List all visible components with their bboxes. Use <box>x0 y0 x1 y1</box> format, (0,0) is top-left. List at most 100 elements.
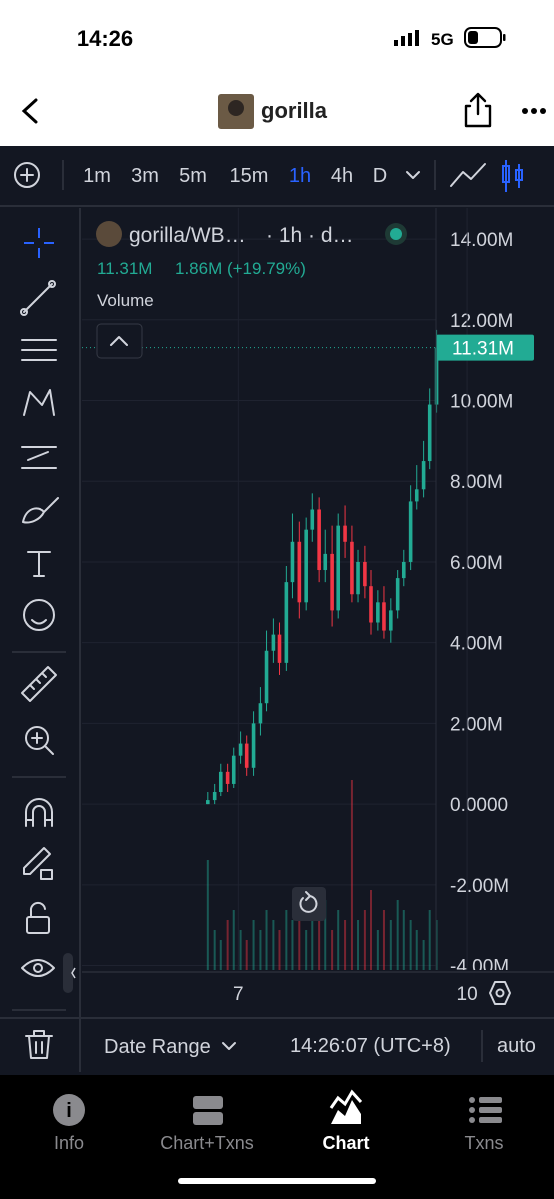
candle-body <box>427 404 432 462</box>
candle-body <box>401 561 406 579</box>
zoom-tool[interactable] <box>25 726 49 750</box>
add-indicator[interactable] <box>14 162 40 188</box>
symbol-avatar <box>96 221 122 247</box>
lock-body <box>40 869 53 880</box>
volume-bar <box>265 910 268 970</box>
home-indicator <box>178 1178 376 1184</box>
candle-body <box>414 489 419 502</box>
chevron-down <box>222 1042 236 1050</box>
info-glyph: i <box>66 1100 72 1122</box>
crosshair-tool[interactable] <box>24 228 54 258</box>
battery-icon <box>464 27 506 48</box>
projection-tool[interactable] <box>21 446 57 469</box>
chevron <box>71 967 76 979</box>
y-tick-label: -2.00M <box>450 876 509 897</box>
interval-option[interactable]: 1h <box>289 165 311 187</box>
candle-body <box>350 541 354 595</box>
volume-bar <box>219 940 222 970</box>
candle-chart-type[interactable] <box>502 160 523 192</box>
fib-tool[interactable] <box>21 339 57 361</box>
plot-area: 14.00M 12.00M 10.00M 8.00M 6.00M 4.00M 2.00M 0.… <box>82 208 513 970</box>
magnet-tool[interactable] <box>25 798 53 827</box>
collapse-legend[interactable] <box>96 323 143 359</box>
candle-body <box>264 650 269 704</box>
reset-chart[interactable] <box>292 887 326 921</box>
chart-icon-line <box>329 1089 363 1109</box>
volume-bar <box>422 940 425 970</box>
candle-body <box>434 347 439 405</box>
lock-drawings[interactable] <box>23 847 51 875</box>
token-title: gorilla <box>261 98 328 123</box>
legend-symbol[interactable]: gorilla/WB… <box>129 224 246 247</box>
candle-body <box>212 792 217 801</box>
volume-bar <box>278 930 281 970</box>
candle-body <box>363 561 367 587</box>
interval-option[interactable]: 3m <box>131 165 159 187</box>
candle-body <box>408 501 413 562</box>
delete-tool[interactable] <box>25 1030 53 1059</box>
ruler-tool[interactable] <box>21 666 57 702</box>
volume-bar <box>402 910 405 970</box>
last-price-tag <box>436 334 534 361</box>
line-chart-type[interactable] <box>450 163 486 187</box>
candle-body <box>369 586 373 623</box>
candle-body <box>323 553 328 571</box>
emoji-tool[interactable] <box>23 599 55 631</box>
candle-body <box>238 743 243 756</box>
candle-body <box>271 634 276 651</box>
x-tick-label: 10 <box>457 984 478 1005</box>
tab-label[interactable]: Chart+Txns <box>160 1133 254 1153</box>
more-button[interactable] <box>522 108 546 114</box>
interval-dropdown[interactable] <box>406 171 420 179</box>
legend-interval: · 1h · d… <box>266 224 354 247</box>
text-tool[interactable] <box>27 551 51 577</box>
trend-line-tool[interactable] <box>23 283 53 313</box>
volume-bar <box>344 920 347 970</box>
interval-option[interactable]: 1m <box>83 165 111 187</box>
interval-option[interactable]: 5m <box>179 165 207 187</box>
volume-label: Volume <box>97 291 154 310</box>
volume-bar <box>415 930 418 970</box>
share-button[interactable] <box>464 92 492 128</box>
volume-bar <box>324 900 327 970</box>
volume-bar <box>298 890 301 970</box>
pattern-tool[interactable] <box>23 389 55 416</box>
header-bg <box>0 0 554 146</box>
brush-tool[interactable] <box>22 497 59 524</box>
volume-bar <box>206 860 209 970</box>
tab-label[interactable]: Chart <box>322 1133 369 1153</box>
status-network: 5G <box>431 30 454 49</box>
info-icon <box>53 1094 85 1126</box>
candle-body <box>376 602 380 623</box>
interval-option[interactable]: D <box>373 165 387 187</box>
interval-option[interactable]: 4h <box>331 165 353 187</box>
volume-bar <box>259 930 262 970</box>
txns-icon <box>469 1097 502 1123</box>
drawing-tools <box>12 228 76 1059</box>
handle <box>48 280 56 288</box>
candle-body <box>389 610 393 631</box>
x-tick-label: 7 <box>233 984 244 1005</box>
volume-bar <box>331 930 334 970</box>
candle-body <box>310 509 315 530</box>
tab-label[interactable]: Txns <box>464 1133 503 1153</box>
volume-bar <box>337 910 340 970</box>
tab-label[interactable]: Info <box>54 1133 84 1153</box>
back-button[interactable] <box>21 98 38 124</box>
y-tick-label: 8.00M <box>450 472 503 493</box>
scale-mode[interactable]: auto <box>497 1035 536 1057</box>
interval-option[interactable]: 15m <box>230 165 269 187</box>
volume-bar <box>350 780 353 970</box>
reset-icon <box>299 891 318 913</box>
date-range[interactable]: Date Range <box>104 1036 211 1058</box>
gear-center <box>495 988 505 998</box>
hide-tool[interactable] <box>21 959 55 977</box>
volume-bar <box>311 910 314 970</box>
volume-bar <box>272 920 275 970</box>
timestamp: 14:26:07 (UTC+8) <box>290 1035 451 1057</box>
candle-body <box>317 509 321 571</box>
signal-icon <box>394 30 419 46</box>
chart-settings[interactable] <box>489 981 511 1005</box>
unlock-tool[interactable] <box>26 916 50 934</box>
